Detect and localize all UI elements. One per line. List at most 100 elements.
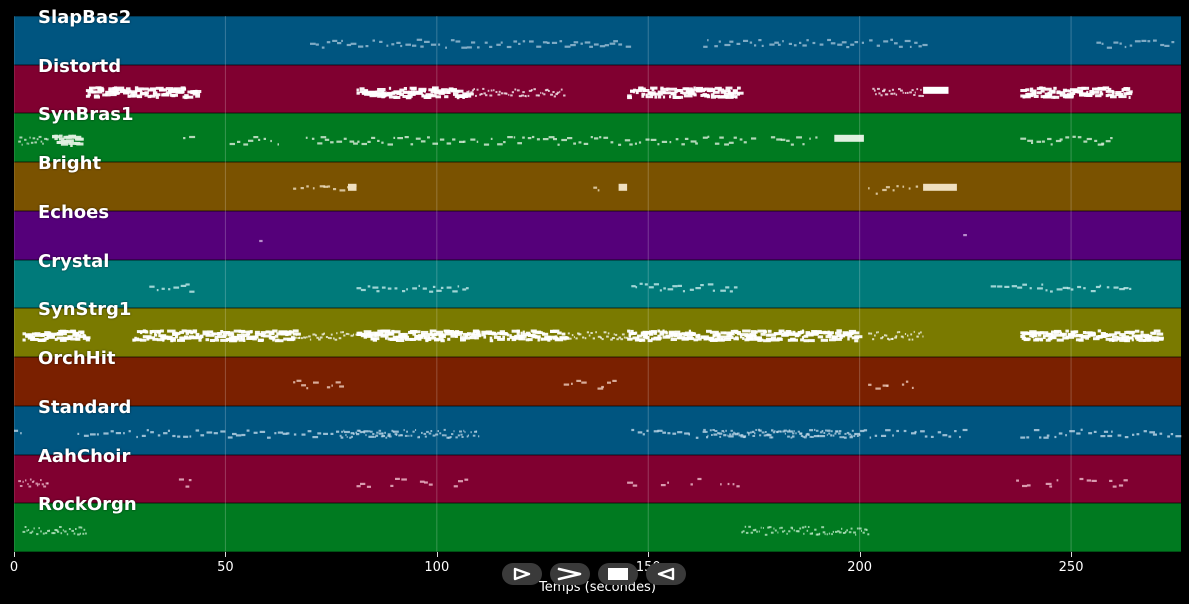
note [769,43,775,46]
play-button[interactable] [502,563,542,585]
note [396,90,402,94]
note [1064,89,1070,93]
note [1159,432,1163,435]
note [621,333,625,336]
note [181,337,185,341]
note [25,478,27,481]
rewind-button[interactable] [646,563,686,585]
note [714,332,720,336]
note [308,335,311,338]
note [1093,337,1100,341]
note [132,338,136,342]
note [163,431,168,435]
note [767,526,770,529]
note [703,428,706,431]
note [1049,336,1056,340]
note [634,331,638,335]
note [185,332,189,336]
note [807,526,810,529]
note [446,286,452,289]
note [604,44,609,47]
next-button[interactable] [550,563,590,585]
note [736,337,739,341]
note [751,137,757,141]
note [441,87,448,91]
note [1090,289,1096,292]
note [792,435,795,438]
note [637,431,643,434]
note [690,88,698,92]
note [645,93,648,97]
note [690,90,694,94]
note [516,332,520,336]
note [464,92,474,96]
note [887,338,889,341]
note [748,526,751,529]
note [783,429,787,432]
note [461,435,464,438]
note [517,142,522,145]
note [1049,93,1052,97]
note [559,90,561,93]
note [776,138,782,142]
note [561,332,566,336]
note [408,434,410,437]
note [167,329,176,333]
note [736,484,740,487]
note [1160,43,1165,47]
note [288,332,292,336]
note [236,337,239,341]
note [571,382,573,385]
note [838,429,842,433]
note [803,436,807,439]
note [377,87,386,91]
note [327,185,331,188]
note [319,185,326,188]
note [431,333,434,337]
note [229,143,235,146]
note [390,484,394,487]
note [520,334,524,338]
note [75,528,77,531]
note [220,330,224,334]
note [214,336,219,340]
note [424,40,430,43]
note [708,88,712,92]
note [505,92,508,95]
note [962,428,968,431]
note [91,90,96,94]
note [41,482,44,485]
note [576,379,582,383]
note [787,435,790,438]
note [695,436,699,439]
stop-button[interactable] [598,563,638,585]
note [884,93,888,96]
note [195,94,200,98]
note [1067,333,1076,337]
note [393,137,396,140]
note [127,94,135,98]
note [456,95,460,99]
note [381,95,385,99]
note [330,432,334,435]
note [287,332,290,336]
note [790,526,793,529]
note [382,434,385,437]
note [1143,429,1147,433]
note [432,87,437,91]
note [830,430,833,433]
note [801,336,805,340]
note [674,95,680,99]
note [687,92,696,96]
note [385,337,388,341]
note [818,533,821,536]
note [809,435,812,438]
note [64,530,67,533]
note [144,330,149,334]
note [647,339,653,343]
note [146,337,150,341]
note [309,338,312,341]
note [29,478,32,481]
note [386,91,396,95]
